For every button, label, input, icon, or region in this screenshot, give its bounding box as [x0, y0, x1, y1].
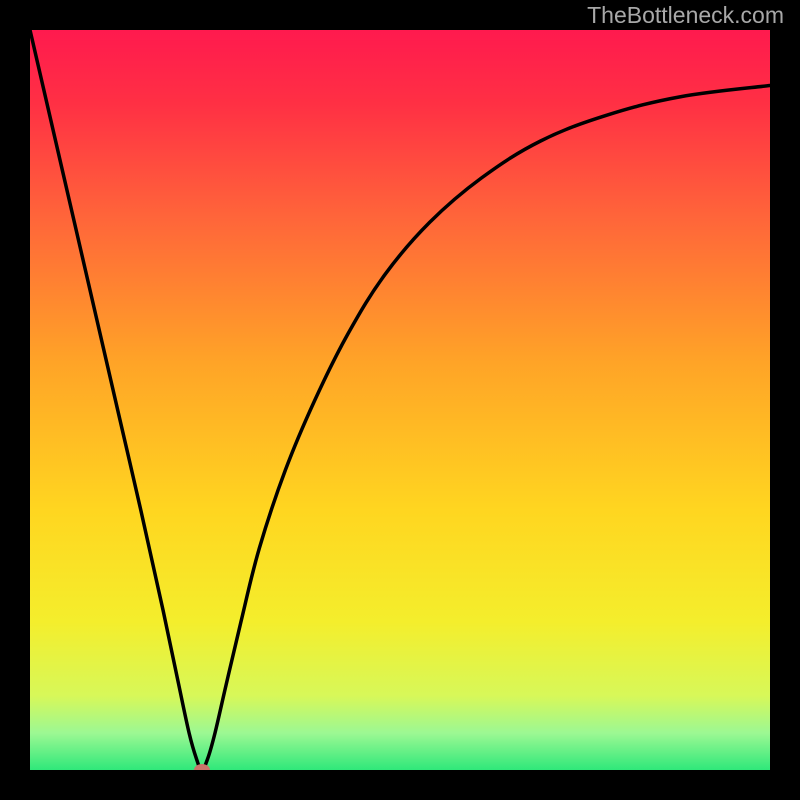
- watermark-text: TheBottleneck.com: [587, 2, 784, 29]
- bottleneck-curve: [30, 30, 770, 770]
- plot-area: [30, 30, 770, 770]
- chart-root: TheBottleneck.com: [0, 0, 800, 800]
- curve-path: [30, 30, 770, 770]
- optimal-point-marker: [194, 764, 210, 770]
